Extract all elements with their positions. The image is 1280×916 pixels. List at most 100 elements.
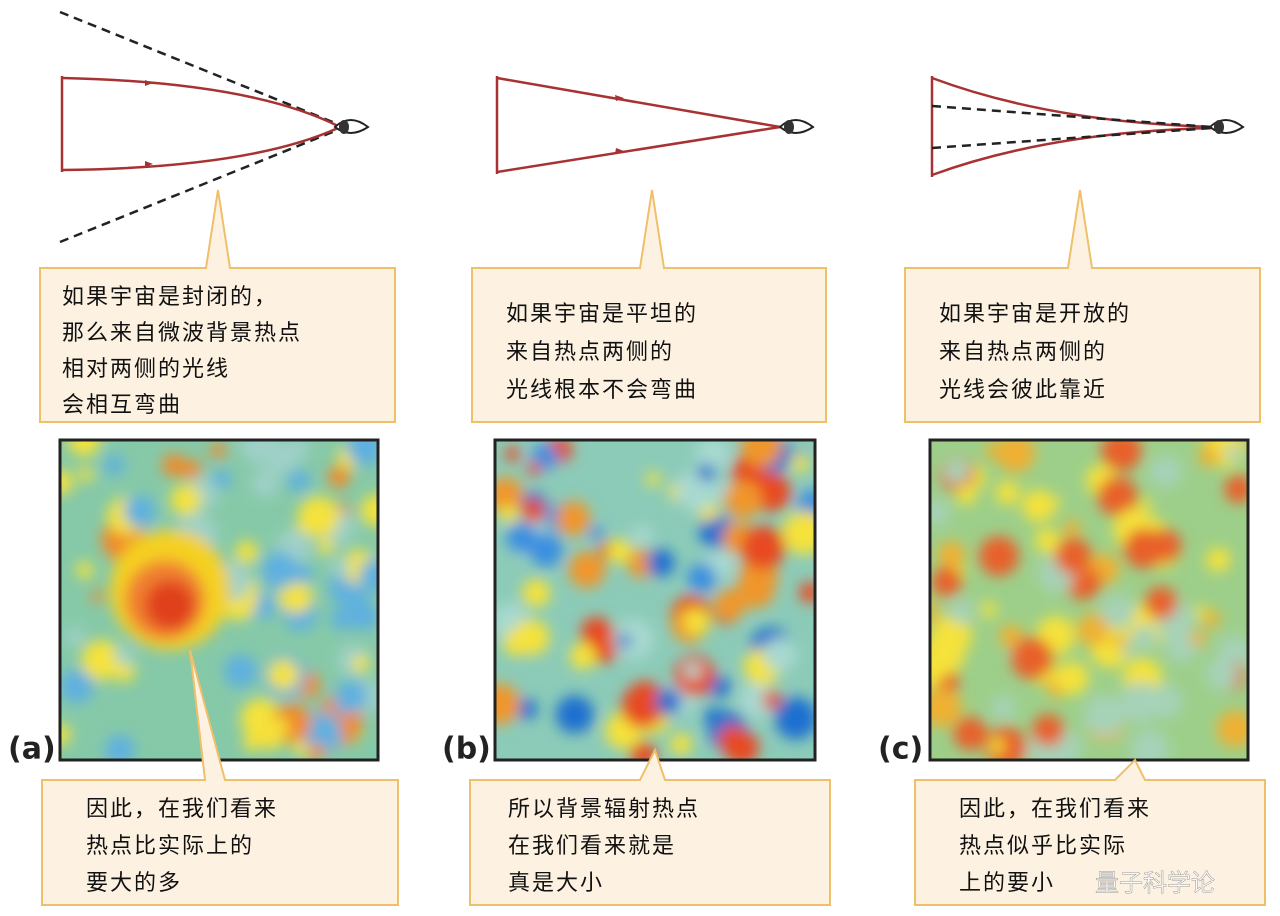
- blob: [555, 695, 594, 734]
- blob: [1022, 489, 1055, 523]
- blob: [495, 683, 521, 725]
- heatmap: [930, 440, 1248, 760]
- bottom-callout: [914, 758, 1266, 906]
- blob: [631, 525, 653, 546]
- blob: [724, 480, 763, 519]
- blob: [737, 570, 775, 609]
- callout-text: 上的要小: [959, 871, 1055, 896]
- blob: [330, 557, 351, 578]
- blob: [1198, 446, 1220, 467]
- blob: [330, 607, 354, 631]
- top-callout: [471, 189, 827, 423]
- watermark: 量子科学论: [1095, 869, 1215, 897]
- blob: [762, 637, 797, 672]
- blob: [646, 548, 675, 577]
- top-callout: [904, 189, 1261, 423]
- blob: [1032, 714, 1065, 747]
- callout-text: 那么来自微波背景热点: [62, 321, 302, 346]
- blob: [1129, 729, 1171, 760]
- blob: [251, 469, 280, 498]
- blob: [996, 440, 1035, 473]
- blob: [503, 630, 530, 657]
- blob: [1101, 594, 1135, 629]
- blob: [240, 440, 279, 465]
- blob: [360, 494, 378, 527]
- blob: [1203, 610, 1221, 628]
- blob: [589, 525, 604, 540]
- blob: [1083, 694, 1125, 737]
- blob: [210, 442, 227, 459]
- blob: [931, 566, 962, 597]
- blob: [799, 582, 815, 603]
- blob: [739, 682, 776, 719]
- blob: [162, 453, 186, 477]
- blob: [1148, 684, 1183, 719]
- blob: [76, 561, 94, 579]
- blob: [1077, 613, 1110, 647]
- blob: [670, 733, 693, 756]
- blob: [64, 626, 85, 646]
- blob: [505, 446, 521, 462]
- blob: [243, 733, 262, 752]
- blob: [687, 563, 717, 593]
- blob: [60, 724, 71, 746]
- panel-label: (c): [878, 732, 923, 767]
- blob: [714, 588, 746, 621]
- blob: [68, 440, 101, 457]
- blob: [81, 639, 122, 681]
- callout-text: 在我们看来就是: [508, 834, 676, 859]
- blob: [308, 743, 326, 760]
- pupil: [784, 120, 794, 134]
- blob: [1138, 498, 1152, 511]
- blob: [287, 469, 311, 493]
- blob: [948, 599, 974, 625]
- blob: [346, 440, 378, 467]
- blob: [60, 669, 94, 704]
- blob: [181, 459, 202, 479]
- callout-text: 因此，在我们看来: [959, 797, 1151, 822]
- callout-text: 如果宇宙是封闭的，: [62, 285, 278, 310]
- callout-text: 如果宇宙是平坦的: [506, 302, 698, 327]
- blob: [782, 511, 815, 555]
- blob: [359, 558, 378, 593]
- blob: [297, 496, 339, 538]
- blob: [655, 689, 682, 715]
- heatmap-frame: [928, 438, 1250, 762]
- blob: [709, 676, 731, 698]
- blob: [1063, 519, 1081, 537]
- callout-text: 光线会彼此靠近: [939, 378, 1107, 403]
- bottom-callout: [41, 649, 399, 906]
- blob: [516, 698, 538, 720]
- blob: [60, 469, 73, 495]
- blob: [930, 498, 950, 526]
- blob: [684, 662, 702, 680]
- blob: [1224, 474, 1248, 504]
- blob: [791, 454, 810, 473]
- blob: [334, 691, 358, 715]
- blob: [104, 734, 135, 760]
- panel-label: (b): [442, 732, 491, 767]
- blob: [956, 485, 977, 505]
- callout-text: 所以背景辐射热点: [508, 797, 700, 822]
- top-callout: [39, 189, 396, 423]
- blob: [990, 695, 1017, 721]
- blob: [260, 551, 299, 589]
- blob: [981, 601, 997, 618]
- blob: [288, 440, 310, 460]
- blob: [113, 660, 136, 682]
- blob: [1123, 528, 1165, 569]
- callout-text: 如果宇宙是开放的: [939, 302, 1131, 327]
- blob: [1224, 444, 1241, 461]
- blob: [930, 687, 962, 728]
- blob: [740, 440, 783, 468]
- blob: [937, 541, 965, 569]
- callout-text: 会相互弯曲: [62, 393, 182, 418]
- blob: [930, 661, 943, 687]
- blob: [607, 538, 632, 564]
- blob: [979, 536, 1019, 576]
- blob: [1112, 635, 1127, 649]
- blob: [145, 580, 195, 630]
- blob: [697, 463, 716, 482]
- blob: [1097, 476, 1138, 517]
- blob: [114, 646, 135, 666]
